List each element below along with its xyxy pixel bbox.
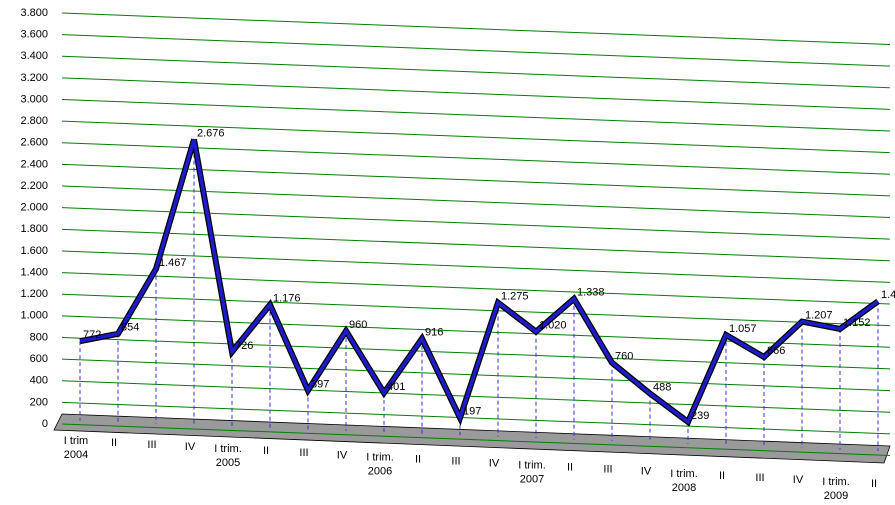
x-tick-label: IV — [793, 474, 804, 486]
y-tick-label: 3.600 — [20, 29, 48, 41]
x-tick-label: III — [755, 472, 764, 484]
y-tick-label: 1.600 — [20, 245, 48, 257]
y-tick-label: 600 — [30, 353, 48, 365]
x-tick-label: II — [871, 478, 877, 490]
data-label: 197 — [463, 406, 481, 418]
data-label: 488 — [653, 381, 671, 393]
grid-line — [61, 228, 891, 262]
grid-line — [61, 120, 891, 154]
data-label: 726 — [235, 340, 253, 352]
y-tick-label: 800 — [30, 331, 48, 343]
data-label: 760 — [615, 351, 633, 363]
data-label: 866 — [767, 345, 785, 357]
floor — [53, 413, 891, 464]
line — [79, 139, 880, 425]
data-label: 854 — [121, 322, 139, 334]
grid-line — [61, 185, 891, 219]
data-label: 1.421 — [881, 289, 895, 301]
data-label: 1.207 — [805, 309, 833, 321]
grid-line — [61, 272, 891, 305]
grid-line — [61, 99, 891, 132]
line-outline — [79, 138, 880, 427]
x-tick-label: II — [111, 437, 117, 449]
data-label: 1.176 — [273, 293, 301, 305]
y-tick-label: 3.000 — [20, 93, 48, 105]
x-tick-label: IV — [641, 466, 652, 478]
y-tick-label: 3.800 — [20, 7, 48, 19]
grid-line — [61, 401, 891, 435]
x-tick-label: III — [147, 439, 156, 451]
y-tick-label: 1.800 — [20, 223, 48, 235]
y-tick-label: 3.200 — [20, 72, 48, 84]
y-tick-label: 2.000 — [20, 202, 48, 214]
data-label: 401 — [387, 381, 405, 393]
grid-line — [61, 293, 891, 327]
data-label: 1.467 — [159, 257, 187, 269]
grid-line — [61, 55, 891, 89]
data-label: 916 — [425, 327, 443, 339]
x-tick-label: IV — [489, 457, 500, 469]
x-tick-label: I trim. 2009 — [822, 476, 850, 502]
y-tick-label: 2.200 — [20, 180, 48, 192]
y-tick-label: 2.600 — [20, 137, 48, 149]
x-tick-label: I trim. 2007 — [518, 460, 546, 486]
data-label: 1.057 — [729, 323, 757, 335]
data-label: 1.020 — [539, 320, 567, 332]
y-tick-label: 2.800 — [20, 115, 48, 127]
grid-line — [61, 315, 891, 348]
x-tick-label: II — [415, 453, 421, 465]
grid-line — [61, 77, 891, 110]
y-tick-label: 2.400 — [20, 158, 48, 170]
data-label: 960 — [349, 319, 367, 331]
grid-line — [61, 380, 891, 413]
data-label: 1.152 — [843, 317, 871, 329]
grid-line — [61, 142, 891, 175]
grid-line — [61, 423, 891, 456]
grid-line — [61, 12, 891, 45]
data-label: 772 — [83, 329, 101, 341]
y-tick-label: 1.400 — [20, 266, 48, 278]
y-tick-label: 0 — [42, 418, 48, 430]
x-tick-label: III — [299, 447, 308, 459]
y-tick-label: 1.200 — [20, 288, 48, 300]
x-tick-label: III — [603, 464, 612, 476]
x-tick-label: I trim. 2006 — [366, 451, 394, 477]
y-tick-label: 400 — [30, 375, 48, 387]
x-tick-label: I trim. 2008 — [670, 468, 698, 494]
data-label: 1.338 — [577, 287, 605, 299]
data-label: 397 — [311, 378, 329, 390]
grid-line — [61, 34, 891, 67]
x-tick-label: I trim. 2005 — [214, 443, 242, 469]
grid-line — [61, 207, 891, 240]
data-label: 2.676 — [197, 127, 225, 139]
y-tick-label: 200 — [30, 396, 48, 408]
x-tick-label: II — [719, 470, 725, 482]
x-tick-label: I trim 2004 — [64, 435, 88, 461]
data-label: 1.275 — [501, 291, 529, 303]
data-label: 239 — [691, 410, 709, 422]
y-tick-label: 1.000 — [20, 310, 48, 322]
grid-line — [61, 336, 891, 370]
x-tick-label: IV — [185, 441, 196, 453]
grid-line — [61, 250, 891, 283]
x-tick-label: II — [567, 462, 573, 474]
x-tick-label: IV — [337, 449, 348, 461]
y-tick-label: 3.400 — [20, 50, 48, 62]
x-tick-label: II — [263, 445, 269, 457]
x-tick-label: III — [451, 455, 460, 467]
